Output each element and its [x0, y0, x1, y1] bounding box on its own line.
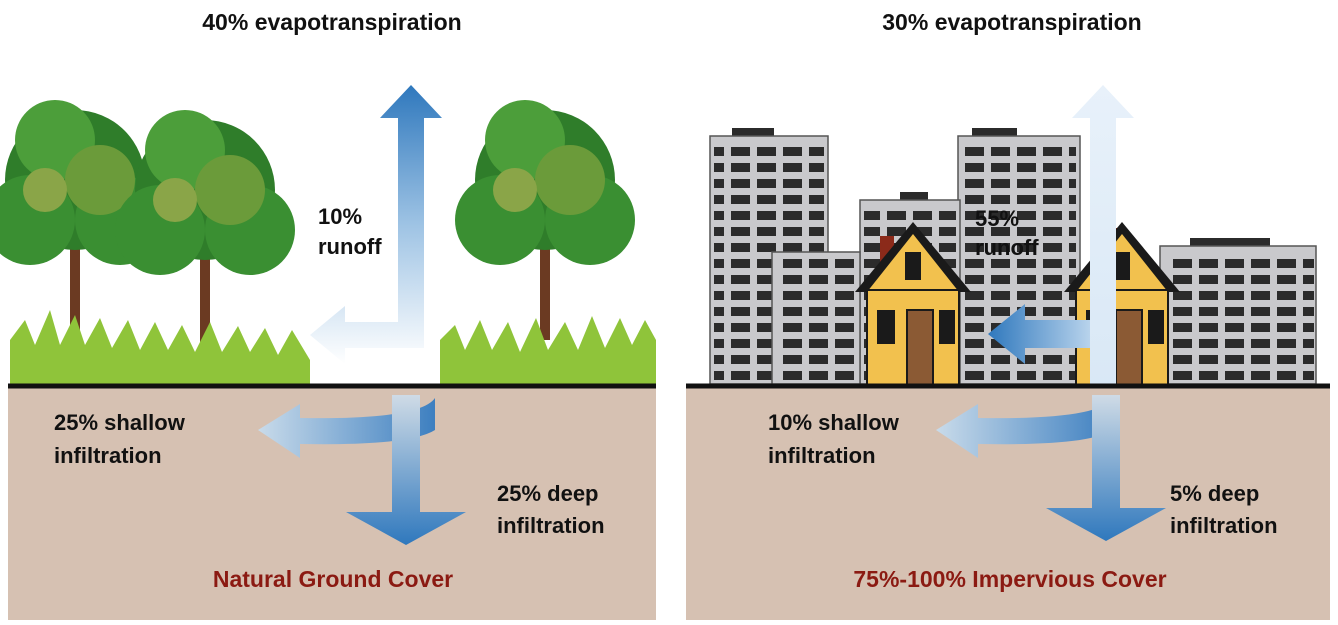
cover-label: Natural Ground Cover [213, 566, 453, 592]
deep-label: infiltration [1170, 513, 1278, 538]
deep-label: infiltration [497, 513, 605, 538]
runoff-label: runoff [318, 234, 382, 259]
deep-label: 5% deep [1170, 481, 1259, 506]
shallow-label: 10% shallow [768, 410, 900, 435]
diagram: 40% evapotranspiration 10% runoff 25% sh… [0, 0, 1338, 620]
runoff-label: runoff [975, 235, 1039, 260]
shallow-label: infiltration [768, 443, 876, 468]
runoff-label: 55% [975, 206, 1019, 231]
deep-label: 25% deep [497, 481, 599, 506]
panel-natural [0, 85, 656, 620]
panel-impervious [686, 85, 1330, 620]
shallow-label: 25% shallow [54, 410, 186, 435]
runoff-label: 10% [318, 204, 362, 229]
shallow-label: infiltration [54, 443, 162, 468]
grass [10, 310, 310, 385]
cover-label: 75%-100% Impervious Cover [853, 566, 1166, 592]
panel-title: 30% evapotranspiration [882, 9, 1141, 35]
panel-title: 40% evapotranspiration [202, 9, 461, 35]
